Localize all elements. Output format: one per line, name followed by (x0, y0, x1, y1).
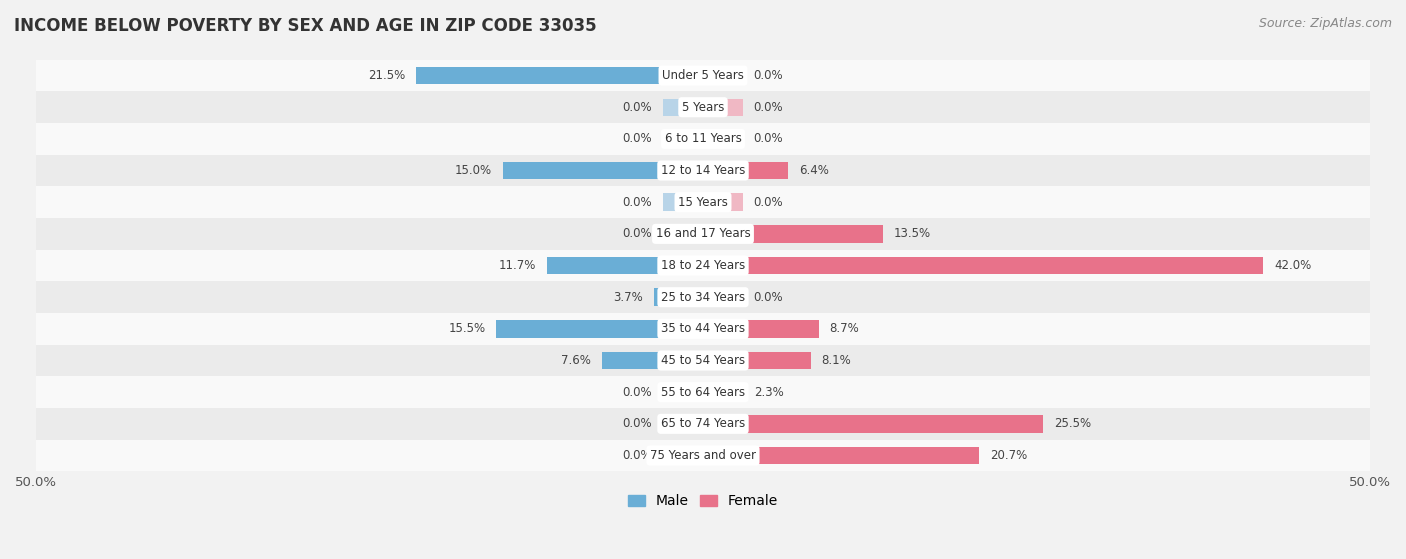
Text: 0.0%: 0.0% (754, 196, 783, 209)
Bar (664, 447, 703, 464)
Text: 65 to 74 Years: 65 to 74 Years (661, 418, 745, 430)
Text: 6 to 11 Years: 6 to 11 Years (665, 132, 741, 145)
Bar (503, 162, 703, 179)
Text: 15 Years: 15 Years (678, 196, 728, 209)
Text: 42.0%: 42.0% (1274, 259, 1312, 272)
Text: 6.4%: 6.4% (799, 164, 830, 177)
Legend: Male, Female: Male, Female (623, 489, 783, 514)
Bar (664, 225, 703, 243)
Bar (664, 130, 703, 148)
Text: Source: ZipAtlas.com: Source: ZipAtlas.com (1258, 17, 1392, 30)
Text: 7.6%: 7.6% (561, 354, 591, 367)
Text: 15.0%: 15.0% (456, 164, 492, 177)
Bar (703, 225, 883, 243)
Text: 2.3%: 2.3% (754, 386, 783, 399)
Text: 75 Years and over: 75 Years and over (650, 449, 756, 462)
Text: 5 Years: 5 Years (682, 101, 724, 113)
Bar (703, 162, 789, 179)
Bar (703, 130, 742, 148)
Bar (496, 320, 703, 338)
Text: 16 and 17 Years: 16 and 17 Years (655, 228, 751, 240)
Bar (664, 415, 703, 433)
Text: 3.7%: 3.7% (613, 291, 643, 304)
Bar (37, 313, 1369, 345)
Text: 8.7%: 8.7% (830, 323, 859, 335)
Text: 0.0%: 0.0% (623, 196, 652, 209)
Text: 0.0%: 0.0% (754, 291, 783, 304)
Bar (37, 218, 1369, 250)
Bar (37, 345, 1369, 376)
Bar (703, 98, 742, 116)
Text: 0.0%: 0.0% (754, 69, 783, 82)
Bar (37, 281, 1369, 313)
Text: 12 to 14 Years: 12 to 14 Years (661, 164, 745, 177)
Text: 55 to 64 Years: 55 to 64 Years (661, 386, 745, 399)
Text: 0.0%: 0.0% (623, 386, 652, 399)
Bar (703, 352, 811, 369)
Text: 18 to 24 Years: 18 to 24 Years (661, 259, 745, 272)
Text: 21.5%: 21.5% (368, 69, 405, 82)
Bar (37, 155, 1369, 186)
Bar (654, 288, 703, 306)
Bar (37, 186, 1369, 218)
Bar (703, 288, 742, 306)
Text: 0.0%: 0.0% (623, 132, 652, 145)
Bar (416, 67, 703, 84)
Bar (37, 408, 1369, 440)
Bar (37, 440, 1369, 471)
Bar (37, 91, 1369, 123)
Text: 11.7%: 11.7% (499, 259, 536, 272)
Bar (664, 98, 703, 116)
Text: 13.5%: 13.5% (894, 228, 931, 240)
Text: 20.7%: 20.7% (990, 449, 1026, 462)
Text: 0.0%: 0.0% (623, 101, 652, 113)
Bar (37, 250, 1369, 281)
Text: 25.5%: 25.5% (1054, 418, 1091, 430)
Bar (703, 320, 820, 338)
Bar (37, 123, 1369, 155)
Text: 8.1%: 8.1% (821, 354, 852, 367)
Bar (703, 447, 979, 464)
Bar (37, 60, 1369, 91)
Bar (703, 193, 742, 211)
Text: 0.0%: 0.0% (754, 132, 783, 145)
Bar (37, 376, 1369, 408)
Bar (703, 257, 1263, 274)
Text: 15.5%: 15.5% (449, 323, 485, 335)
Text: 0.0%: 0.0% (623, 449, 652, 462)
Text: INCOME BELOW POVERTY BY SEX AND AGE IN ZIP CODE 33035: INCOME BELOW POVERTY BY SEX AND AGE IN Z… (14, 17, 596, 35)
Text: 0.0%: 0.0% (623, 228, 652, 240)
Text: Under 5 Years: Under 5 Years (662, 69, 744, 82)
Text: 35 to 44 Years: 35 to 44 Years (661, 323, 745, 335)
Text: 25 to 34 Years: 25 to 34 Years (661, 291, 745, 304)
Bar (664, 383, 703, 401)
Text: 45 to 54 Years: 45 to 54 Years (661, 354, 745, 367)
Bar (703, 67, 742, 84)
Text: 0.0%: 0.0% (754, 101, 783, 113)
Bar (703, 383, 742, 401)
Text: 0.0%: 0.0% (623, 418, 652, 430)
Bar (602, 352, 703, 369)
Bar (703, 415, 1043, 433)
Bar (664, 193, 703, 211)
Bar (547, 257, 703, 274)
